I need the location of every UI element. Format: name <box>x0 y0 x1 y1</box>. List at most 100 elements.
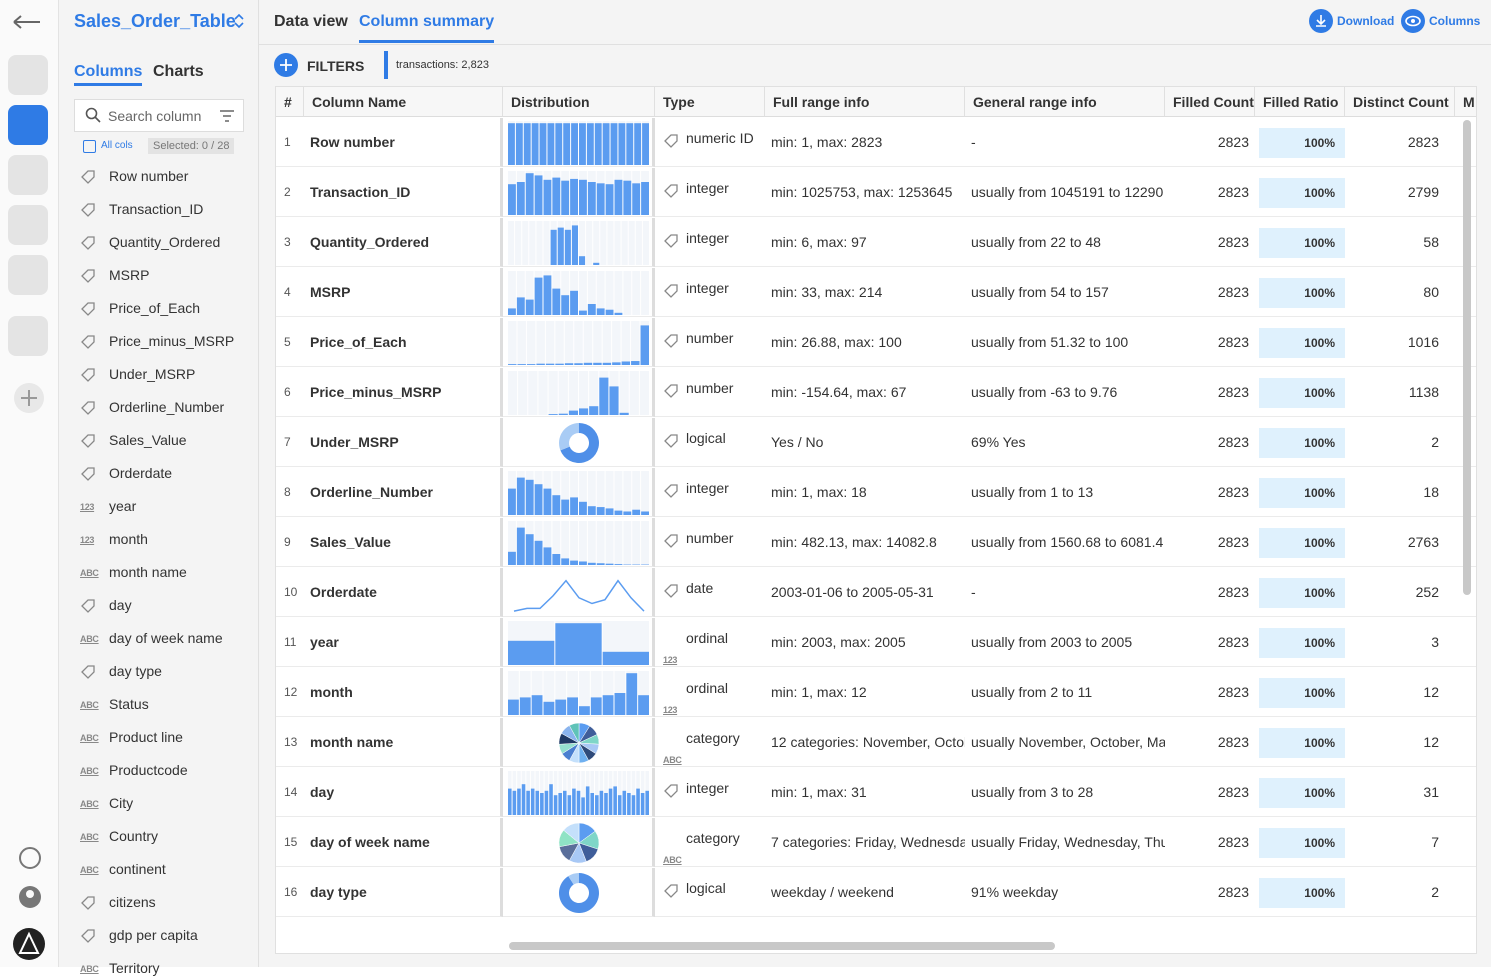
row-index: 5 <box>276 318 304 367</box>
search-box[interactable]: Search column <box>74 99 244 132</box>
filled-ratio-cell: 100% <box>1255 668 1345 717</box>
bar-bg <box>555 321 563 365</box>
column-item[interactable]: Orderline_Number <box>109 399 224 415</box>
user-icon[interactable] <box>18 885 42 909</box>
full-range: Yes / No <box>765 418 965 467</box>
icon-shape <box>665 185 677 197</box>
column-item[interactable]: MSRP <box>109 267 149 283</box>
bar <box>581 797 585 815</box>
full-range: min: 482.13, max: 14082.8 <box>765 518 965 567</box>
column-item[interactable]: City <box>109 795 133 811</box>
filled-ratio-cell: 100% <box>1255 318 1345 367</box>
column-item[interactable]: Territory <box>109 960 160 976</box>
type-cell: integer <box>655 168 765 217</box>
icon-shape <box>665 485 677 497</box>
graph-icon[interactable] <box>8 255 48 295</box>
column-item[interactable]: Under_MSRP <box>109 366 195 382</box>
bar <box>527 364 535 365</box>
filter-chip[interactable]: transactions: 2,823 <box>396 59 489 71</box>
bar <box>552 495 560 515</box>
column-item[interactable]: Price_of_Each <box>109 300 200 316</box>
bar-bg <box>522 221 528 265</box>
bar <box>524 123 531 165</box>
distinct-count: 18 <box>1345 468 1455 517</box>
mini-chart <box>508 571 650 615</box>
bar-bg <box>623 271 631 315</box>
add-filter[interactable] <box>274 53 298 77</box>
h-scrollbar[interactable] <box>509 942 1055 950</box>
column-item[interactable]: Status <box>109 696 149 712</box>
back-arrow[interactable] <box>12 12 42 32</box>
title-toggle[interactable] <box>233 12 245 30</box>
chart-icon[interactable] <box>8 205 48 245</box>
bar-bg <box>593 321 601 365</box>
bar <box>517 528 525 565</box>
bar <box>526 300 534 315</box>
bar <box>613 786 617 815</box>
tab[interactable]: Charts <box>153 63 204 81</box>
bar <box>561 295 569 315</box>
column-item[interactable]: day type <box>109 663 162 679</box>
v-scrollbar[interactable] <box>1463 120 1471 595</box>
type-label: integer <box>686 168 729 213</box>
bar <box>609 789 613 815</box>
type-label: number <box>686 368 733 413</box>
view-tab[interactable]: Data view <box>274 13 348 31</box>
filled-ratio: 100% <box>1259 428 1345 458</box>
column-item[interactable]: Country <box>109 828 158 844</box>
filled-ratio: 100% <box>1259 628 1345 658</box>
column-item[interactable]: Orderdate <box>109 465 172 481</box>
column-item[interactable]: day of week name <box>109 630 223 646</box>
chip-accent <box>384 51 388 79</box>
bar-bg <box>544 221 550 265</box>
filters-label[interactable]: FILTERS <box>307 58 364 74</box>
bar <box>517 297 525 315</box>
columns-button[interactable]: Columns <box>1429 14 1480 28</box>
flow-icon[interactable] <box>8 155 48 195</box>
column-item[interactable]: Price_minus_MSRP <box>109 333 234 349</box>
table-title[interactable]: Sales_Order_Table <box>74 11 236 32</box>
layout-icon[interactable] <box>8 316 48 356</box>
help-icon[interactable] <box>18 846 42 870</box>
type-cell: logical <box>655 418 765 467</box>
column-item[interactable]: continent <box>109 861 166 877</box>
view-icon[interactable] <box>8 55 48 95</box>
columns-icon[interactable] <box>1401 9 1425 33</box>
column-item[interactable]: Row number <box>109 168 188 184</box>
add-icon[interactable] <box>13 382 45 414</box>
column-item[interactable]: month name <box>109 564 187 580</box>
type-badge: ABC <box>663 736 682 767</box>
view-tab[interactable]: Column summary <box>359 13 494 43</box>
column-item[interactable]: gdp per capita <box>109 927 198 943</box>
table-icon[interactable] <box>8 105 48 145</box>
download-icon[interactable] <box>1309 9 1333 33</box>
distinct-count: 80 <box>1345 268 1455 317</box>
column-item[interactable]: day <box>109 597 132 613</box>
bar-bg <box>570 521 578 565</box>
bar <box>535 278 543 315</box>
all-cols[interactable]: All cols <box>101 140 133 151</box>
tab[interactable]: Columns <box>74 63 142 86</box>
full-range: min: 1, max: 12 <box>765 668 965 717</box>
bar-bg <box>517 321 525 365</box>
column-item[interactable]: citizens <box>109 894 156 910</box>
bar <box>563 123 570 165</box>
filled-count: 2823 <box>1165 568 1255 617</box>
type-icon <box>663 434 679 450</box>
download-button[interactable]: Download <box>1337 14 1394 28</box>
column-item[interactable]: Productcode <box>109 762 188 778</box>
column-item[interactable]: Sales_Value <box>109 432 187 448</box>
column-item[interactable]: month <box>109 531 148 547</box>
checkbox[interactable] <box>83 140 96 153</box>
column-item[interactable]: Product line <box>109 729 183 745</box>
column-item[interactable]: year <box>109 498 136 514</box>
column-header: Type <box>655 87 765 117</box>
column-item[interactable]: Transaction_ID <box>109 201 203 217</box>
bar <box>588 506 596 515</box>
bar <box>532 123 539 165</box>
column-item[interactable]: Quantity_Ordered <box>109 234 220 250</box>
row-index: 13 <box>276 718 304 767</box>
mini-chart <box>508 471 650 515</box>
icon-shape <box>82 435 94 447</box>
